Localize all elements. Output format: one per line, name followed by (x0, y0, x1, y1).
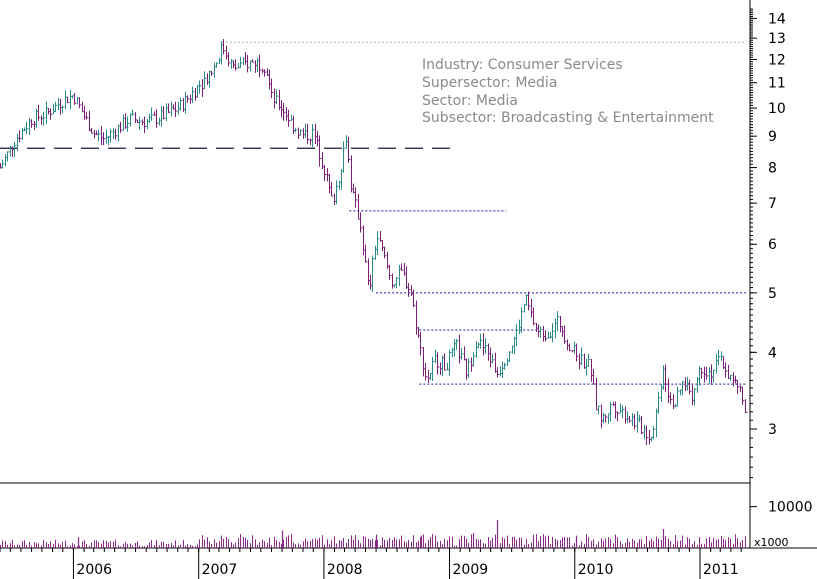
year-tick-label: 2007 (202, 562, 238, 578)
price-tick-label: 7 (768, 196, 777, 212)
volume-unit-label: x1000 (754, 536, 789, 549)
reference-lines (0, 41, 746, 385)
price-tick-label: 13 (768, 31, 786, 47)
time-axis-ticks: 2006 2007 2008 2009 2010 2011 (0, 548, 742, 579)
subsector-label: Subsector: Broadcasting & Entertainment (422, 110, 714, 126)
price-tick-label: 6 (768, 237, 777, 253)
price-tick-label: 14 (768, 11, 786, 27)
year-tick-label: 2010 (578, 562, 614, 578)
classification-info: Industry: Consumer Services Supersector:… (422, 57, 714, 126)
sector-label: Sector: Media (422, 93, 518, 109)
industry-label: Industry: Consumer Services (422, 57, 623, 73)
year-tick-label: 2006 (76, 562, 112, 578)
supersector-label: Supersector: Media (422, 75, 557, 91)
price-tick-label: 10 (768, 101, 786, 117)
price-axis-ticks: 3 4 5 6 7 8 9 10 11 12 13 14 (750, 8, 786, 479)
price-tick-label: 11 (768, 76, 786, 92)
price-tick-label: 8 (768, 161, 777, 177)
price-bars (0, 39, 748, 445)
year-tick-label: 2011 (703, 562, 739, 578)
year-tick-label: 2009 (453, 562, 489, 578)
volume-tick-label: 10000 (768, 500, 813, 516)
price-tick-label: 5 (768, 286, 777, 302)
volume-axis-ticks: x1000 10000 (750, 500, 813, 549)
price-tick-label: 9 (768, 129, 777, 145)
volume-bars (0, 519, 746, 548)
chart-frame (0, 0, 817, 549)
price-tick-label: 4 (768, 345, 777, 361)
year-tick-label: 2008 (327, 562, 363, 578)
price-tick-label: 12 (768, 52, 786, 68)
price-tick-label: 3 (768, 422, 777, 438)
